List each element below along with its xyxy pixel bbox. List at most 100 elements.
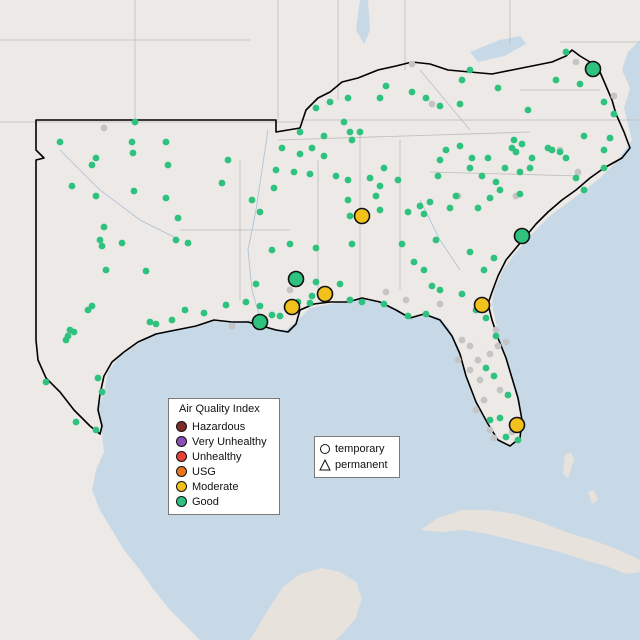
station-marker-good [446, 204, 454, 212]
station-marker-good [200, 309, 208, 317]
station-marker-good [92, 192, 100, 200]
station-marker-good [344, 196, 352, 204]
station-marker-good-large[interactable] [584, 60, 602, 78]
station-marker-good [172, 236, 180, 244]
station-marker-good [306, 170, 314, 178]
station-marker-good [92, 154, 100, 162]
station-marker-good [88, 161, 96, 169]
station-marker-good [436, 156, 444, 164]
station-marker-good [501, 164, 509, 172]
station-marker-good [548, 146, 556, 154]
station-marker-good [312, 244, 320, 252]
station-marker-good-large[interactable] [251, 313, 269, 331]
good-swatch [176, 496, 187, 507]
station-marker-moderate-large[interactable] [316, 285, 334, 303]
station-marker-good [346, 128, 354, 136]
station-marker-good-large[interactable] [513, 227, 531, 245]
permanent-label: permanent [335, 459, 388, 471]
station-marker-moderate-large[interactable] [508, 416, 526, 434]
triangle-icon [319, 459, 331, 471]
station-marker-moderate-large[interactable] [473, 296, 491, 314]
station-marker-no-data [486, 350, 494, 358]
station-marker-good [572, 174, 580, 182]
station-marker-good [308, 292, 316, 300]
station-marker-good [490, 254, 498, 262]
aqi-legend-title: Air Quality Index [179, 403, 260, 415]
station-marker-good [456, 142, 464, 150]
station-marker-good [68, 182, 76, 190]
station-marker-no-data [466, 366, 474, 374]
station-marker-good [580, 132, 588, 140]
station-marker-good [556, 148, 564, 156]
station-marker-good [512, 148, 520, 156]
station-marker-good [84, 306, 92, 314]
station-marker-good [252, 280, 260, 288]
station-marker-no-data [286, 286, 294, 294]
station-marker-good [366, 174, 374, 182]
legend-label: Unhealthy [192, 450, 242, 463]
station-marker-good [98, 388, 106, 396]
station-marker-good [420, 210, 428, 218]
station-marker-good [224, 156, 232, 164]
station-marker-good [408, 88, 416, 96]
station-marker-good [96, 236, 104, 244]
very-unhealthy-swatch [176, 436, 187, 447]
station-marker-good [332, 172, 340, 180]
station-marker-no-data [466, 342, 474, 350]
station-marker-good [100, 223, 108, 231]
station-marker-moderate-large[interactable] [353, 207, 371, 225]
station-marker-good [610, 110, 618, 118]
station-marker-good [432, 236, 440, 244]
station-marker-good [118, 239, 126, 247]
station-marker-good [162, 194, 170, 202]
station-marker-good [358, 298, 366, 306]
station-marker-moderate-large[interactable] [283, 298, 301, 316]
station-marker-good [42, 378, 50, 386]
station-marker-good [398, 240, 406, 248]
station-marker-good [346, 296, 354, 304]
station-marker-good [70, 328, 78, 336]
station-marker-no-data [610, 92, 618, 100]
lake-michigan [356, 0, 370, 44]
station-marker-good [168, 316, 176, 324]
region-outline [35, 49, 631, 447]
station-marker-good [524, 106, 532, 114]
station-marker-good [129, 149, 137, 157]
station-marker-good [184, 239, 192, 247]
station-marker-good [320, 152, 328, 160]
station-marker-good [426, 198, 434, 206]
station-marker-good [478, 172, 486, 180]
station-marker-good [290, 168, 298, 176]
station-marker-good [452, 192, 460, 200]
station-marker-good [436, 102, 444, 110]
station-marker-good [456, 100, 464, 108]
station-marker-good [510, 136, 518, 144]
station-marker-no-data [454, 356, 462, 364]
station-marker-good [142, 267, 150, 275]
station-marker-good [376, 94, 384, 102]
station-marker-good [131, 118, 139, 126]
station-marker-good [394, 176, 402, 184]
station-marker-good [56, 138, 64, 146]
station-marker-good [72, 418, 80, 426]
station-marker-good [516, 168, 524, 176]
station-marker-good [256, 302, 264, 310]
station-marker-good-large[interactable] [287, 270, 305, 288]
station-marker-good [62, 336, 70, 344]
station-marker-good [268, 311, 276, 319]
station-marker-no-data [486, 426, 494, 434]
legend-item-permanent: permanent [319, 458, 388, 472]
station-marker-good [242, 298, 250, 306]
station-marker-no-data [458, 336, 466, 344]
station-marker-no-data [490, 434, 498, 442]
usg-swatch [176, 466, 187, 477]
station-marker-good [496, 414, 504, 422]
legend-item-moderate: Moderate [176, 480, 238, 493]
station-marker-good [248, 196, 256, 204]
station-marker-good [296, 128, 304, 136]
station-marker-good [518, 140, 526, 148]
state-borders [0, 0, 640, 300]
station-marker-good [466, 164, 474, 172]
station-marker-good [552, 76, 560, 84]
